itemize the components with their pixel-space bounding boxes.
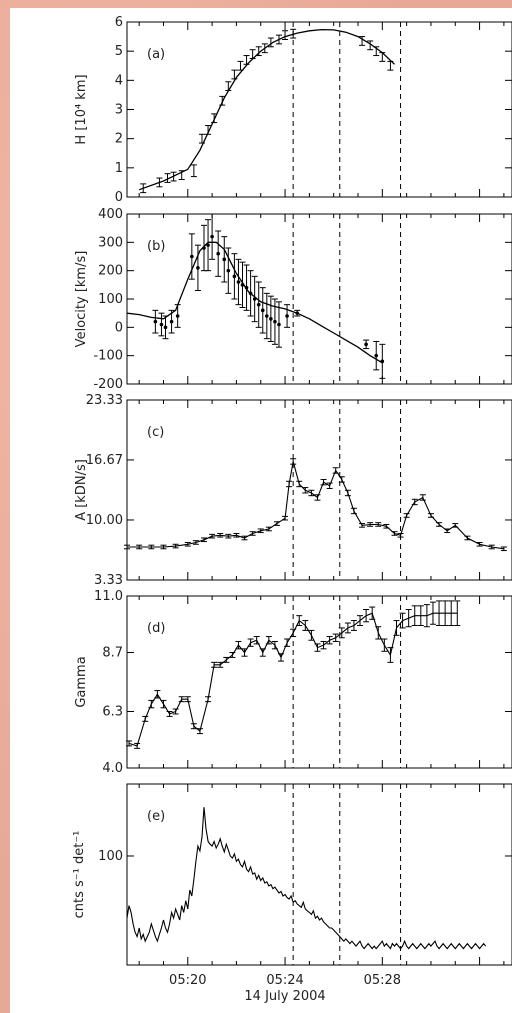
panel-label: (d) [147, 621, 165, 636]
y-tick-label: -100 [93, 349, 123, 364]
y-tick-label: 8.7 [102, 646, 123, 661]
y-tick-label: 2 [115, 132, 123, 147]
data-point [196, 266, 200, 270]
y-tick-label: 300 [98, 235, 123, 250]
data-point [236, 280, 241, 284]
panel-frame [126, 399, 512, 581]
data-point [210, 234, 214, 239]
y-axis-label: Velocity [km/s] [74, 251, 89, 348]
data-series-line [126, 807, 487, 950]
data-point [244, 285, 249, 290]
data-series-line [128, 612, 458, 747]
data-point [175, 314, 180, 318]
data-point [285, 314, 289, 318]
x-tick-label: 05:20 [169, 973, 206, 988]
y-tick-label: 23.33 [86, 393, 123, 408]
data-point [159, 322, 164, 327]
panel-2: -200 -100 0 100 200 300 400 Velocity [km/s] (b) [74, 207, 512, 392]
data-point [206, 243, 210, 247]
y-tick-label: 1 [115, 161, 123, 176]
data-point [273, 319, 277, 324]
y-tick-label: 0 [115, 190, 123, 205]
panel-label: (e) [147, 809, 165, 824]
data-point [265, 314, 269, 318]
panel-4: 4.0 6.3 8.7 11.0 Gamma (d) [74, 589, 512, 776]
data-point [374, 353, 379, 358]
data-point [256, 302, 261, 307]
y-axis-label: cnts s⁻¹ det⁻¹ [72, 831, 87, 919]
panel-frame [126, 213, 512, 385]
data-point [240, 283, 245, 287]
y-tick-label: 100 [98, 292, 123, 307]
data-point [252, 297, 257, 301]
y-tick-label: 5 [115, 44, 123, 59]
y-tick-label: 3.33 [94, 573, 123, 588]
y-tick-label: 16.67 [86, 453, 123, 468]
data-series-line [127, 461, 504, 550]
data-point [232, 274, 237, 279]
panel-label: (c) [147, 425, 164, 440]
panel-label: (b) [147, 239, 165, 254]
y-tick-label: 0 [115, 320, 123, 335]
data-point [248, 291, 253, 296]
data-point [169, 319, 174, 324]
data-point [222, 257, 227, 262]
data-point [380, 359, 385, 364]
x-axis-title: 14 July 2004 [244, 989, 325, 1004]
panel-3: 3.33 10.00 16.67 23.33 A [kDN/s] (c) [74, 393, 512, 588]
y-tick-label: 100 [98, 849, 123, 864]
y-tick-label: -200 [93, 377, 123, 392]
data-point [190, 254, 194, 259]
data-point [163, 325, 168, 330]
data-point [277, 322, 281, 327]
data-point [364, 342, 368, 347]
data-point [295, 311, 300, 315]
x-tick-label: 05:28 [364, 973, 401, 988]
y-axis-label: A [kDN/s] [74, 459, 89, 521]
y-tick-label: 4.0 [102, 761, 123, 776]
data-point [269, 317, 273, 321]
panel-label: (a) [147, 47, 165, 62]
x-tick-label: 05:24 [266, 973, 303, 988]
panel-1: 0 1 2 3 4 5 6 H [10⁴ km] (a) [74, 15, 512, 205]
y-tick-label: 6.3 [102, 704, 123, 719]
panel-5: 100 cnts s⁻¹ det⁻¹ (e) [72, 783, 512, 966]
multi-panel-figure: 0 1 2 3 4 5 6 H [10⁴ km] (a) -200 -100 0 100 200 300 40… [72, 15, 512, 1004]
y-tick-label: 3 [115, 103, 123, 118]
y-tick-label: 200 [98, 264, 123, 279]
panel-frame [126, 783, 512, 966]
data-point [216, 251, 220, 256]
y-tick-label: 4 [115, 73, 123, 88]
y-tick-label: 11.0 [94, 589, 123, 604]
panel-frame [126, 595, 512, 769]
y-tick-label: 6 [115, 15, 123, 30]
y-tick-label: 10.00 [86, 513, 123, 528]
data-point [226, 268, 231, 273]
y-axis-label: H [10⁴ km] [74, 74, 89, 144]
data-point [153, 319, 158, 324]
figure-card: 0 1 2 3 4 5 6 H [10⁴ km] (a) -200 -100 0 100 200 300 40… [10, 8, 512, 1013]
y-tick-label: 400 [98, 207, 123, 222]
data-point [202, 246, 206, 250]
y-axis-label: Gamma [74, 656, 89, 707]
fit-curve [138, 28, 395, 191]
data-point [260, 308, 265, 313]
